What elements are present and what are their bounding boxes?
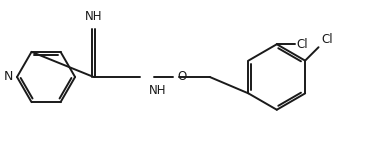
- Text: NH: NH: [85, 10, 102, 23]
- Text: O: O: [177, 71, 186, 83]
- Text: Cl: Cl: [296, 38, 308, 51]
- Text: NH: NH: [149, 84, 166, 97]
- Text: N: N: [3, 71, 13, 83]
- Text: Cl: Cl: [321, 33, 333, 46]
